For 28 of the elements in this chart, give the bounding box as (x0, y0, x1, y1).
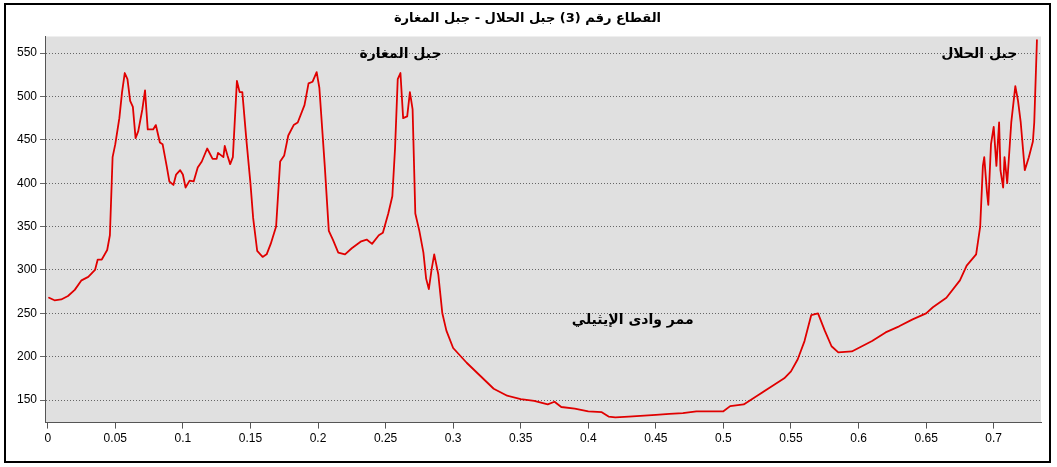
x-tick-label: 0.45 (644, 431, 668, 446)
y-tick-label: 200 (16, 348, 38, 363)
chart-title: القطاع رقم (3) جبل الحلال - جبل المغارة (393, 10, 662, 26)
x-tick-label: 0.3 (444, 431, 462, 446)
x-tick-label: 0.4 (579, 431, 597, 446)
x-tick-label: 0.5 (715, 431, 733, 446)
x-tick-label: 0 (44, 431, 52, 446)
x-tick-label: 0.35 (509, 431, 533, 446)
x-tick-label: 0.15 (238, 431, 263, 446)
y-tick-label: 150 (16, 392, 38, 407)
annotation: جبل المغارة (359, 44, 442, 61)
annotation: جبل الحلال (941, 44, 1018, 61)
annotation: ممر وادى الإيثيلي (571, 310, 694, 328)
x-tick-label: 0.1 (174, 431, 192, 446)
x-tick-label: 0.2 (309, 431, 327, 446)
x-tick-label: 0.05 (103, 431, 128, 446)
y-tick-label: 300 (16, 262, 38, 277)
x-tick-label: 0.25 (373, 431, 398, 446)
y-tick-label: 350 (16, 218, 38, 233)
y-tick-label: 250 (16, 305, 38, 320)
x-tick-label: 0.65 (914, 431, 939, 446)
y-tick-label: 450 (16, 132, 38, 147)
y-tick-label: 400 (16, 175, 38, 190)
y-tick-label: 500 (16, 88, 38, 103)
y-tick-label: 550 (16, 45, 38, 60)
x-tick-label: 0.55 (779, 431, 803, 446)
x-tick-label: 0.7 (985, 431, 1003, 446)
x-tick-label: 0.6 (850, 431, 868, 446)
